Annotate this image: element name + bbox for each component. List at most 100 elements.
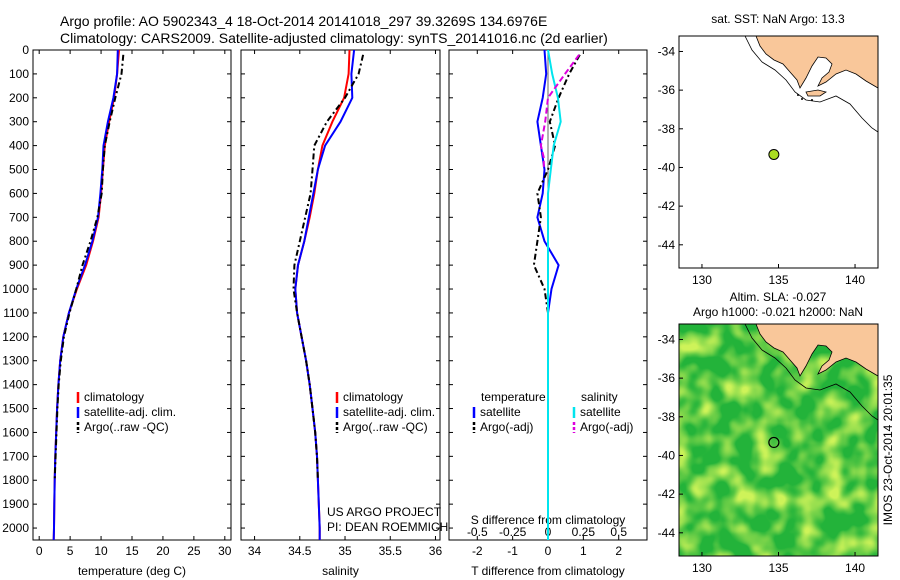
map-ytick-label: -44 <box>658 526 676 540</box>
sla-map-title-line2: Argo h1000: -0.021 h2000: NaN <box>693 305 863 319</box>
sst-map-axes: 130 135 140 -34 -36 -38 -40 -42 -44 <box>658 44 866 287</box>
temperature-xlabel: temperature (deg C) <box>78 564 186 578</box>
salinity-xtick-label: 34.5 <box>288 544 312 558</box>
temperature-xtick-label: 10 <box>94 544 108 558</box>
depth-tick-label: 1700 <box>2 449 29 463</box>
depth-tick-label: 1800 <box>2 473 29 487</box>
sst-map-title: sat. SST: NaN Argo: 13.3 <box>711 12 845 26</box>
sla-map-panel: Altim. SLA: -0.027 Argo h1000: -0.021 h2… <box>658 290 895 575</box>
map-ytick-label: -42 <box>658 199 676 213</box>
figure-title: Argo profile: AO 5902343_4 18-Oct-2014 2… <box>60 13 547 29</box>
salinity-xlabel: salinity <box>322 564 359 578</box>
difference-legend-label: satellite <box>580 405 621 419</box>
figure-subtitle: Climatology: CARS2009. Satellite-adjuste… <box>60 30 608 46</box>
difference-xtick-label: -2 <box>472 544 483 558</box>
temperature-legend-label: climatology <box>84 390 144 404</box>
sla-map-shelf-contour <box>744 324 878 421</box>
depth-tick-label: 1300 <box>2 354 29 368</box>
map-xtick-label: 140 <box>845 561 865 575</box>
depth-tick-label: 0 <box>22 43 29 57</box>
map-xtick-label: 130 <box>692 273 712 287</box>
map-ytick-label: -40 <box>658 160 676 174</box>
depth-tick-label: 2000 <box>2 521 29 535</box>
sla-map-float-marker <box>768 436 780 449</box>
difference-legend-heading: temperature <box>481 390 546 404</box>
difference-xlabel: T difference from climatology <box>471 564 625 578</box>
depth-tick-label: 900 <box>9 258 29 272</box>
map-ytick-label: -40 <box>658 448 676 462</box>
difference-legend-label: Argo(-adj) <box>580 420 633 434</box>
temperature-series-group <box>52 50 125 540</box>
depth-tick-label: 1200 <box>2 330 29 344</box>
salinity-diff-tick-label: -0.5 <box>467 525 488 539</box>
depth-tick-label: 700 <box>9 210 29 224</box>
difference-series-group <box>532 50 581 540</box>
depth-tick-label: 400 <box>9 139 29 153</box>
salinity-legend-label: satellite-adj. clim. <box>343 405 435 419</box>
depth-tick-label: 300 <box>9 115 29 129</box>
salinity-annotation-line: PI: DEAN ROEMMICH <box>327 520 448 534</box>
salinity-diff-tick-label: -0.25 <box>499 525 527 539</box>
salinity-legend-label: climatology <box>343 390 403 404</box>
temperature-xtick-label: 20 <box>156 544 170 558</box>
temperature-xtick-label: 30 <box>218 544 232 558</box>
difference-legend-label: Argo(-adj) <box>480 420 533 434</box>
depth-tick-label: 1900 <box>2 497 29 511</box>
salinity-xtick-label: 36 <box>429 544 443 558</box>
temperature-xtick-label: 15 <box>125 544 139 558</box>
salinity-legend-label: Argo(..raw -QC) <box>343 420 428 434</box>
sst-map-dots <box>797 94 813 101</box>
imos-timestamp-label: IMOS 23-Oct-2014 20:01:35 <box>881 374 895 525</box>
depth-tick-label: 1600 <box>2 425 29 439</box>
salinity-diff-tick-label: 0.5 <box>610 525 627 539</box>
depth-tick-label: 800 <box>9 234 29 248</box>
temperature-xtick-label: 0 <box>36 544 43 558</box>
salinity-series-argo-raw-qc- <box>292 54 365 481</box>
difference-series-satellite <box>547 50 562 540</box>
sst-map-shelf-contour <box>744 36 878 133</box>
temperature-xtick-label: 5 <box>67 544 74 558</box>
depth-tick-label: 500 <box>9 163 29 177</box>
depth-tick-label: 600 <box>9 186 29 200</box>
map-ytick-label: -38 <box>658 410 676 424</box>
temperature-legend-label: satellite-adj. clim. <box>84 405 176 419</box>
salinity-profile-panel: 34 34.5 35 35.5 36 salinity climatologysatelli… <box>240 49 448 578</box>
difference-profile-panel: -2 -1 0 1 2 T difference from climatology -0.5… <box>448 49 648 578</box>
salinity-series-group <box>292 50 365 540</box>
map-xtick-label: 140 <box>845 273 865 287</box>
map-ytick-label: -36 <box>658 83 676 97</box>
map-ytick-label: -36 <box>658 371 676 385</box>
depth-tick-label: 1100 <box>3 306 29 320</box>
difference-legend-label: satellite <box>480 405 521 419</box>
sla-map-axes: 130 135 140 -34 -36 -38 -40 -42 -44 <box>658 332 866 575</box>
temperature-plot-frame <box>32 49 232 541</box>
difference-xtick-label: -1 <box>507 544 518 558</box>
sla-map-title-line1: Altim. SLA: -0.027 <box>730 290 827 304</box>
map-ytick-label: -42 <box>658 487 676 501</box>
depth-tick-label: 1400 <box>2 378 29 392</box>
depth-tick-label: 1500 <box>2 402 29 416</box>
depth-tick-label: 100 <box>9 67 29 81</box>
difference-xtick-label: 2 <box>615 544 622 558</box>
temperature-series-argo-raw-qc- <box>53 54 125 481</box>
salinity-plot-frame <box>240 49 441 541</box>
difference-xtick-label: 1 <box>580 544 587 558</box>
map-xtick-label: 130 <box>692 561 712 575</box>
salinity-xtick-label: 35 <box>338 544 352 558</box>
map-xtick-label: 135 <box>768 561 788 575</box>
map-ytick-label: -38 <box>658 122 676 136</box>
salinity-diff-tick-label: 0.25 <box>572 525 596 539</box>
temperature-profile-panel: 0100200300400500600700800900100011001200… <box>2 43 232 578</box>
sst-map-island <box>805 89 827 97</box>
difference-xtick-label: 0 <box>545 544 552 558</box>
sst-map-land <box>755 36 878 89</box>
salinity-xtick-label: 34 <box>248 544 262 558</box>
temperature-legend-label: Argo(..raw -QC) <box>84 420 169 434</box>
sst-map-float-marker <box>768 148 780 160</box>
salinity-annotation-line: US ARGO PROJECT <box>327 505 442 519</box>
map-ytick-label: -34 <box>658 332 676 346</box>
depth-tick-label: 1000 <box>2 282 29 296</box>
difference-legend-heading: salinity <box>581 390 618 404</box>
sst-map-panel: sat. SST: NaN Argo: 13.3 130 135 140 -34 -36… <box>658 12 879 287</box>
map-ytick-label: -44 <box>658 238 676 252</box>
